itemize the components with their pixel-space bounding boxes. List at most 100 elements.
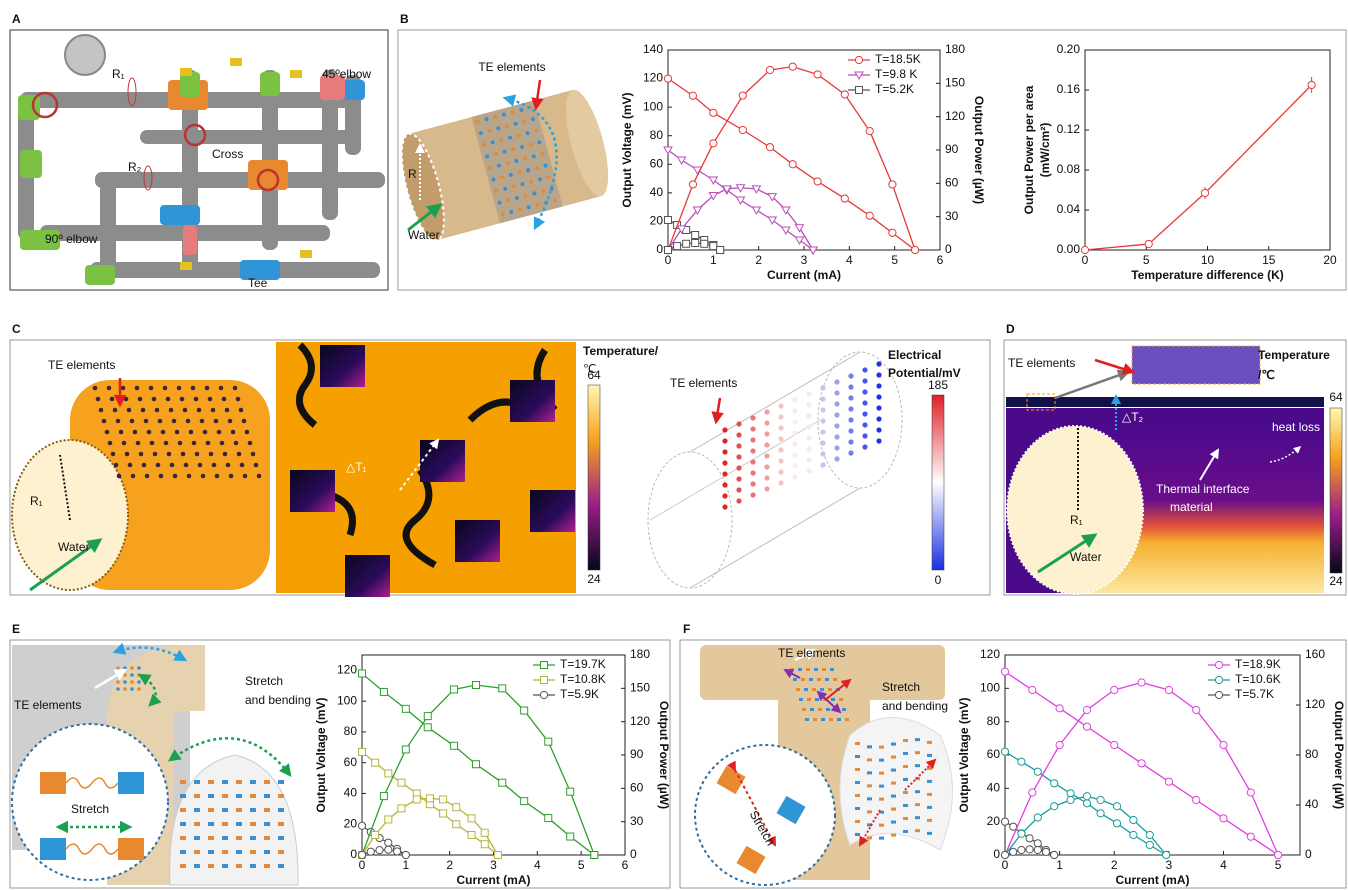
data-point [1111, 741, 1118, 748]
valve-handle [230, 58, 242, 66]
data-point [1247, 833, 1254, 840]
legend-marker [1215, 691, 1222, 698]
te-element [862, 422, 867, 427]
data-point [402, 705, 409, 712]
te-element [137, 687, 141, 691]
x-tick-label: 5 [891, 253, 898, 267]
data-point [1201, 189, 1208, 196]
data-point [1026, 835, 1033, 842]
te-element [927, 780, 932, 783]
te-element [876, 361, 881, 366]
te-element [903, 804, 908, 807]
te-element [138, 397, 143, 402]
te-element [876, 383, 881, 388]
y-axis-label: Output Power per area [1022, 85, 1036, 214]
te-element [927, 741, 932, 744]
data-point [545, 815, 552, 822]
data-point [1081, 246, 1088, 253]
te-element [891, 756, 896, 759]
te-element [194, 397, 199, 402]
te-element [876, 394, 881, 399]
data-point [1001, 748, 1008, 755]
te-element [876, 416, 881, 421]
data-point [359, 670, 366, 677]
te-element [278, 850, 284, 854]
annotation: heat loss [1272, 420, 1320, 434]
te-element [736, 443, 741, 448]
te-element [820, 429, 825, 434]
te-block [345, 555, 390, 597]
te-element [807, 698, 811, 701]
data-point [1097, 796, 1104, 803]
te-element [264, 808, 270, 812]
y-tick-label: 60 [344, 755, 358, 769]
te-element [40, 838, 66, 860]
data-point [453, 821, 460, 828]
annotation: 185 [928, 378, 948, 392]
annotation: △T₂ [1122, 410, 1144, 424]
te-element [813, 718, 817, 721]
te-element [750, 481, 755, 486]
te-element [722, 438, 727, 443]
y-tick-label: 80 [344, 724, 358, 738]
te-element [118, 838, 144, 860]
y2-tick-label: 60 [945, 176, 959, 190]
te-element [764, 431, 769, 436]
data-point [1083, 800, 1090, 807]
te-element [180, 850, 186, 854]
te-element [250, 850, 256, 854]
y-axis-label: Output Voltage (mV) [620, 92, 634, 207]
te-element [155, 408, 160, 413]
te-element [147, 430, 152, 435]
y-tick-label: 0.12 [1057, 122, 1081, 136]
panel-label: C [12, 322, 21, 336]
y2-tick-label: 150 [945, 76, 965, 90]
te-element [736, 465, 741, 470]
te-element [184, 463, 189, 468]
y2-tick-label: 90 [630, 747, 644, 761]
y2-tick-label: 120 [1305, 697, 1325, 711]
te-element [136, 441, 141, 446]
te-element [231, 430, 236, 435]
panel-label: D [1006, 322, 1015, 336]
te-element [145, 474, 150, 479]
te-element [102, 419, 107, 424]
te-element [820, 440, 825, 445]
te-element [806, 424, 811, 429]
te-element [105, 430, 110, 435]
y-tick-label: 0 [350, 847, 357, 861]
te-element [848, 428, 853, 433]
data-point [521, 707, 528, 714]
te-element [197, 408, 202, 413]
te-element [862, 444, 867, 449]
data-point [567, 833, 574, 840]
te-element [208, 836, 214, 840]
te-element [223, 452, 228, 457]
legend-marker [541, 662, 548, 669]
data-point [710, 140, 717, 147]
te-element [778, 414, 783, 419]
data-point [1056, 705, 1063, 712]
te-element [209, 452, 214, 457]
data-point [1001, 818, 1008, 825]
te-element [778, 447, 783, 452]
legend-marker [540, 691, 547, 698]
te-element [722, 482, 727, 487]
te-element [839, 698, 843, 701]
data-point [1138, 679, 1145, 686]
data-point [372, 759, 379, 766]
data-point [1130, 831, 1137, 838]
te-element [867, 784, 872, 787]
te-element [164, 441, 169, 446]
data-point [1029, 789, 1036, 796]
te-element [830, 668, 834, 671]
te-element [845, 718, 849, 721]
te-element [187, 474, 192, 479]
te-element [208, 822, 214, 826]
te-element [153, 452, 158, 457]
te-element [834, 456, 839, 461]
te-element [806, 468, 811, 473]
te-element [236, 836, 242, 840]
te-element [879, 759, 884, 762]
x-axis-label: Current (mA) [457, 873, 531, 887]
